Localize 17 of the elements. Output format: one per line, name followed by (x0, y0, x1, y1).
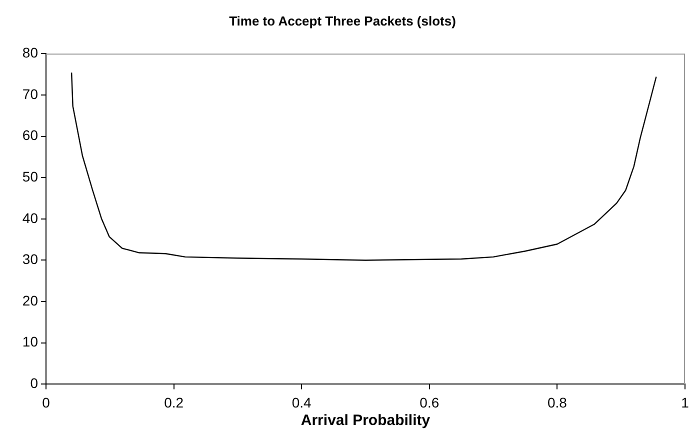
chart-title: Time to Accept Three Packets (slots) (229, 13, 456, 28)
y-tick-label: 0 (30, 375, 38, 392)
x-axis-title: Arrival Probability (300, 412, 431, 430)
x-tick-label: 0.2 (164, 394, 184, 410)
y-tick-label: 60 (22, 127, 38, 144)
x-tick-label: 1 (681, 394, 690, 410)
y-tick-label: 50 (22, 168, 38, 184)
y-tick-label: 20 (22, 292, 38, 308)
x-tick-label: 0.8 (547, 394, 568, 410)
y-tick-label: 40 (22, 210, 38, 226)
x-tick-label: 0.4 (292, 394, 312, 410)
y-tick-label: 30 (22, 251, 38, 268)
x-tick-label: 0 (42, 394, 50, 410)
y-tick-label: 70 (22, 86, 38, 102)
y-tick-label: 10 (22, 334, 38, 350)
y-tick-label: 80 (22, 44, 38, 60)
x-tick-label: 0.6 (420, 394, 440, 410)
